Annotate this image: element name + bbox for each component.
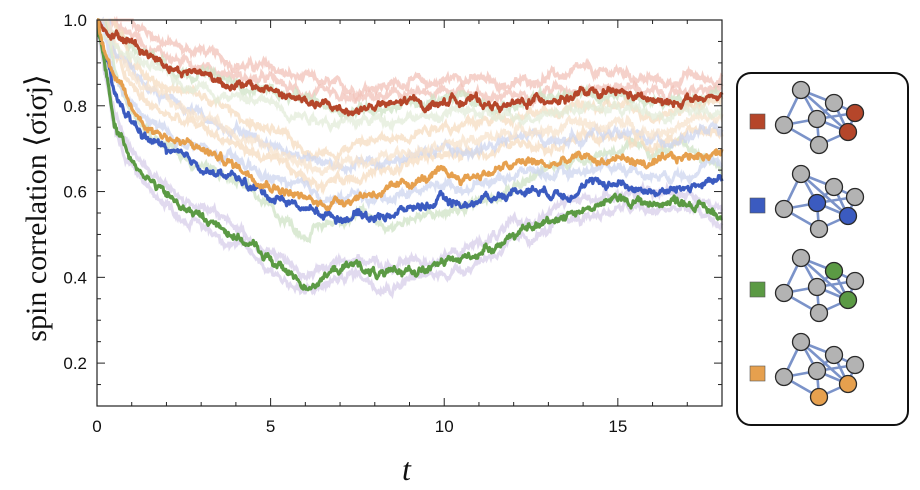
y-tick-label: 0.2 bbox=[63, 354, 87, 373]
legend-item-2 bbox=[749, 164, 865, 239]
legend-swatch bbox=[749, 197, 766, 214]
faint-trace-0 bbox=[97, 18, 724, 103]
x-tick-label: 15 bbox=[608, 417, 627, 436]
legend-swatch bbox=[749, 365, 766, 382]
y-tick-label: 0.4 bbox=[63, 268, 87, 287]
network-glyph-icon bbox=[774, 248, 865, 323]
network-glyph-icon bbox=[774, 80, 865, 155]
legend-item-4 bbox=[749, 332, 865, 407]
series-layer bbox=[96, 18, 724, 292]
series-line-2 bbox=[96, 18, 724, 225]
network-glyph-icon bbox=[774, 332, 865, 407]
legend-box bbox=[736, 72, 909, 426]
legend-item-1 bbox=[749, 80, 865, 155]
faint-trace-8 bbox=[96, 18, 724, 282]
y-axis-title: spin correlation ⟨σiσj⟩ bbox=[20, 74, 53, 341]
series-line-3 bbox=[96, 18, 723, 292]
series-line-4 bbox=[96, 18, 724, 212]
x-tick-label: 5 bbox=[266, 417, 275, 436]
legend bbox=[736, 72, 909, 426]
faint-trace-11 bbox=[96, 18, 723, 134]
y-tick-label: 1.0 bbox=[63, 11, 87, 30]
x-tick-label: 0 bbox=[92, 417, 101, 436]
faint-trace-9 bbox=[96, 18, 724, 300]
axis-tick-labels: 0 5 10 15 0.2 0.4 0.6 0.8 1.0 bbox=[63, 11, 627, 436]
faint-trace-10 bbox=[97, 18, 724, 177]
legend-swatch bbox=[749, 113, 766, 130]
y-tick-label: 0.8 bbox=[63, 97, 87, 116]
x-tick-label: 10 bbox=[435, 417, 454, 436]
x-axis-title: t bbox=[402, 451, 412, 487]
network-glyph-icon bbox=[774, 164, 865, 239]
series-line-1 bbox=[96, 18, 724, 117]
y-tick-label: 0.6 bbox=[63, 183, 87, 202]
legend-item-3 bbox=[749, 248, 865, 323]
axis-ticks bbox=[96, 19, 723, 407]
axis-titles: t spin correlation ⟨σiσj⟩ bbox=[20, 74, 412, 487]
faint-trace-3 bbox=[97, 18, 723, 244]
faint-trace-7 bbox=[97, 16, 723, 210]
legend-swatch bbox=[749, 281, 766, 298]
